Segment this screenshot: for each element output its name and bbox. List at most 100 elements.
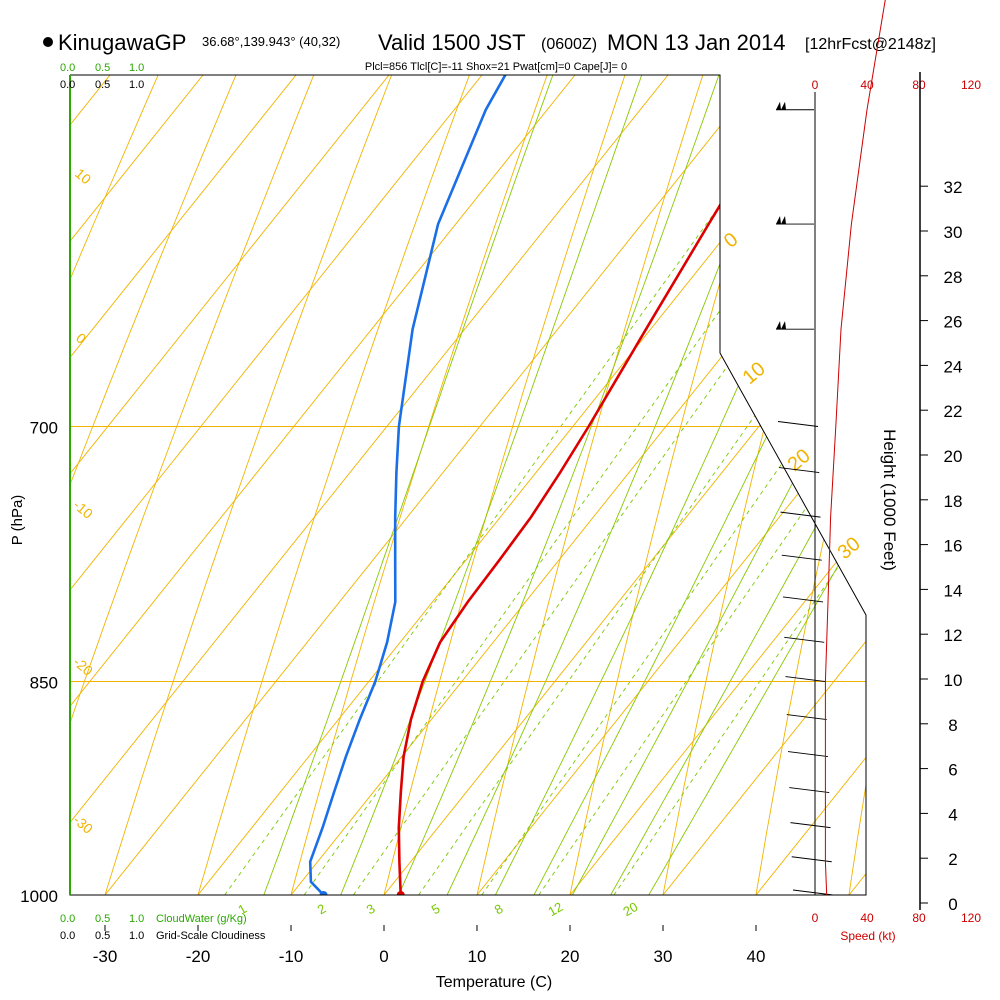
dry-adiabat-line xyxy=(273,75,866,895)
dry-adiabat-line xyxy=(367,75,866,895)
height-tick-label: 32 xyxy=(944,178,963,197)
bottom-black-1: 0.5 xyxy=(95,930,110,942)
wind-barb-flag xyxy=(781,101,786,110)
height-tick-label: 4 xyxy=(948,805,957,824)
top-black-1: 0.5 xyxy=(95,79,110,91)
isotherm-line xyxy=(70,75,866,895)
mixing-ratio-label: 5 xyxy=(429,901,443,918)
x-tick-label: -20 xyxy=(186,947,211,966)
isotherm-line xyxy=(425,75,866,895)
top-black-0: 0.0 xyxy=(60,79,75,91)
bottom-green-2: 1.0 xyxy=(129,913,144,925)
height-tick-label: 2 xyxy=(948,850,957,869)
x-tick-label: 40 xyxy=(747,947,766,966)
valid-time: Valid 1500 JST xyxy=(378,30,526,55)
pressure-tick-label: 850 xyxy=(30,674,58,693)
dry-adiabat-line xyxy=(85,75,848,895)
isotherm-line xyxy=(70,75,866,895)
height-tick-label: 0 xyxy=(948,895,957,914)
top-green-0: 0.0 xyxy=(60,62,75,74)
x-tick-label: 10 xyxy=(468,947,487,966)
dewpoint-profile xyxy=(308,75,866,895)
wind-barb-staff xyxy=(777,421,819,427)
isotherm-line xyxy=(70,75,866,895)
isotherm-label: -30 xyxy=(70,812,96,837)
bottom-scales: 0.0 0.5 1.0 CloudWater (g/Kg) 0.0 0.5 1.… xyxy=(60,913,266,942)
isotherm-line xyxy=(70,75,866,895)
wind-speed-curve xyxy=(824,0,886,896)
wind-barb-staff xyxy=(780,511,821,518)
wind-barb-staff xyxy=(781,554,822,561)
isotherm-line xyxy=(70,75,861,895)
x-tick-label: 20 xyxy=(561,947,580,966)
pressure-ticks: 2503004005007008501000 xyxy=(20,419,58,906)
dry-adiabat-line xyxy=(179,75,866,895)
surface-temperature-dot xyxy=(396,891,405,895)
speed-tick-top: 80 xyxy=(912,78,926,92)
utc-time: (0600Z) xyxy=(541,36,597,53)
theta-label: 30 xyxy=(834,533,865,564)
plot-area xyxy=(70,75,866,895)
wind-barb-staff xyxy=(790,822,831,829)
temperature-ticks: -30 -20 -10 0 10 20 30 40 xyxy=(93,925,766,966)
wind-barb-staff xyxy=(786,714,827,721)
isotherm-lines xyxy=(70,75,866,895)
isotherm-line xyxy=(239,75,866,895)
height-axis-label: Height (1000 Feet) xyxy=(880,429,899,571)
mixing-ratio-line xyxy=(418,75,866,895)
cloudwater-label: CloudWater (g/Kg) xyxy=(156,913,247,925)
cloudiness-label: Grid-Scale Cloudiness xyxy=(156,930,266,942)
theta-label: 0 xyxy=(720,228,743,252)
height-tick-label: 20 xyxy=(944,447,963,466)
mixing-ratio-line xyxy=(481,75,866,895)
isotherm-label: -20 xyxy=(70,654,96,679)
top-green-2: 1.0 xyxy=(129,62,144,74)
x-axis-label: Temperature (C) xyxy=(436,974,552,991)
wind-barb-flag xyxy=(781,321,786,330)
wind-barb-staff xyxy=(779,467,820,474)
height-tick-label: 10 xyxy=(944,671,963,690)
isotherm-line xyxy=(332,75,866,895)
speed-tick-bottom: 80 xyxy=(912,911,926,925)
bottom-black-2: 1.0 xyxy=(129,930,144,942)
isotherm-line xyxy=(70,75,866,895)
wind-barbs xyxy=(776,101,834,896)
stability-indices: Plcl=856 Tlcl[C]=-11 Shox=21 Pwat[cm]=0 … xyxy=(365,61,627,73)
dry-adiabat-line xyxy=(70,75,787,895)
speed-tick-top: 0 xyxy=(812,78,819,92)
y-axis-label: P (hPa) xyxy=(9,495,26,546)
valid-date: MON 13 Jan 2014 xyxy=(607,30,786,55)
height-tick-label: 18 xyxy=(944,492,963,511)
isotherm-line xyxy=(518,75,866,895)
wind-barb-staff xyxy=(785,676,826,682)
dry-adiabat-line xyxy=(70,75,663,895)
bottom-black-0: 0.0 xyxy=(60,930,75,942)
temperature-profile xyxy=(397,75,866,895)
moist-adiabat-line xyxy=(499,75,866,895)
mixing-ratio-line xyxy=(538,75,866,895)
mixing-ratio-label: 12 xyxy=(545,899,565,919)
pressure-tick-label: 1000 xyxy=(20,887,58,906)
mixing-ratio-line xyxy=(613,75,866,895)
moist-adiabat-line xyxy=(536,75,866,895)
wind-barb-flag xyxy=(781,216,786,225)
surface-dewpoint-dot xyxy=(319,891,328,895)
isotherm-labels: 10 0 -10 -20 -30 xyxy=(70,165,96,837)
bottom-green-1: 0.5 xyxy=(95,913,110,925)
mixing-ratio-label: 3 xyxy=(364,901,378,918)
x-tick-label: -10 xyxy=(279,947,304,966)
height-tick-label: 12 xyxy=(944,626,963,645)
isotherm-line xyxy=(70,75,866,895)
moist-adiabat-line xyxy=(369,75,866,895)
height-tick-label: 24 xyxy=(944,357,963,376)
height-tick-label: 14 xyxy=(944,581,963,600)
dry-adiabat-line xyxy=(462,75,866,895)
mixing-ratio-label: 8 xyxy=(492,901,506,918)
speed-tick-bottom: 120 xyxy=(961,911,981,925)
mixing-ratio-label: 20 xyxy=(620,899,640,919)
top-scales: 0.0 0.5 1.0 0.0 0.5 1.0 xyxy=(60,62,144,91)
moist-adiabat-line xyxy=(313,75,866,895)
wind-barb-flag xyxy=(776,101,781,110)
